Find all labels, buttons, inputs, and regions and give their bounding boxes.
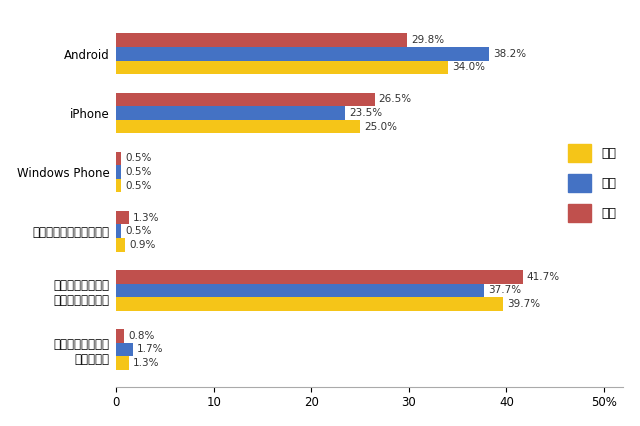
Text: 0.5%: 0.5% xyxy=(125,153,152,164)
Text: 0.5%: 0.5% xyxy=(125,226,152,236)
Text: 1.3%: 1.3% xyxy=(133,213,159,223)
Bar xyxy=(116,225,121,238)
Bar xyxy=(116,60,448,74)
Bar xyxy=(116,92,375,106)
Bar xyxy=(116,34,407,47)
Bar xyxy=(116,47,489,60)
Text: 41.7%: 41.7% xyxy=(527,272,560,282)
Text: 26.5%: 26.5% xyxy=(379,95,412,104)
Text: 1.7%: 1.7% xyxy=(137,344,163,354)
Bar xyxy=(116,283,484,297)
Bar xyxy=(116,179,121,193)
Text: 0.8%: 0.8% xyxy=(128,331,154,341)
Text: 29.8%: 29.8% xyxy=(411,35,444,45)
Text: 0.9%: 0.9% xyxy=(129,240,156,250)
Text: 0.5%: 0.5% xyxy=(125,181,152,191)
Text: 37.7%: 37.7% xyxy=(488,285,521,295)
Bar xyxy=(116,165,121,179)
Bar xyxy=(116,238,125,252)
Bar xyxy=(116,106,346,120)
Text: 25.0%: 25.0% xyxy=(364,121,397,132)
Text: 34.0%: 34.0% xyxy=(452,63,484,72)
Bar xyxy=(116,297,504,311)
Bar xyxy=(116,356,129,370)
Text: 1.3%: 1.3% xyxy=(133,358,159,368)
Legend: 全体, 男性, 女性: 全体, 男性, 女性 xyxy=(562,138,622,228)
Bar xyxy=(116,270,523,283)
Text: 38.2%: 38.2% xyxy=(493,49,526,59)
Bar xyxy=(116,152,121,165)
Text: 0.5%: 0.5% xyxy=(125,167,152,177)
Bar xyxy=(116,343,133,356)
Text: 23.5%: 23.5% xyxy=(349,108,383,118)
Bar xyxy=(116,211,129,225)
Bar xyxy=(116,329,124,343)
Bar xyxy=(116,120,360,133)
Text: 39.7%: 39.7% xyxy=(508,299,540,309)
